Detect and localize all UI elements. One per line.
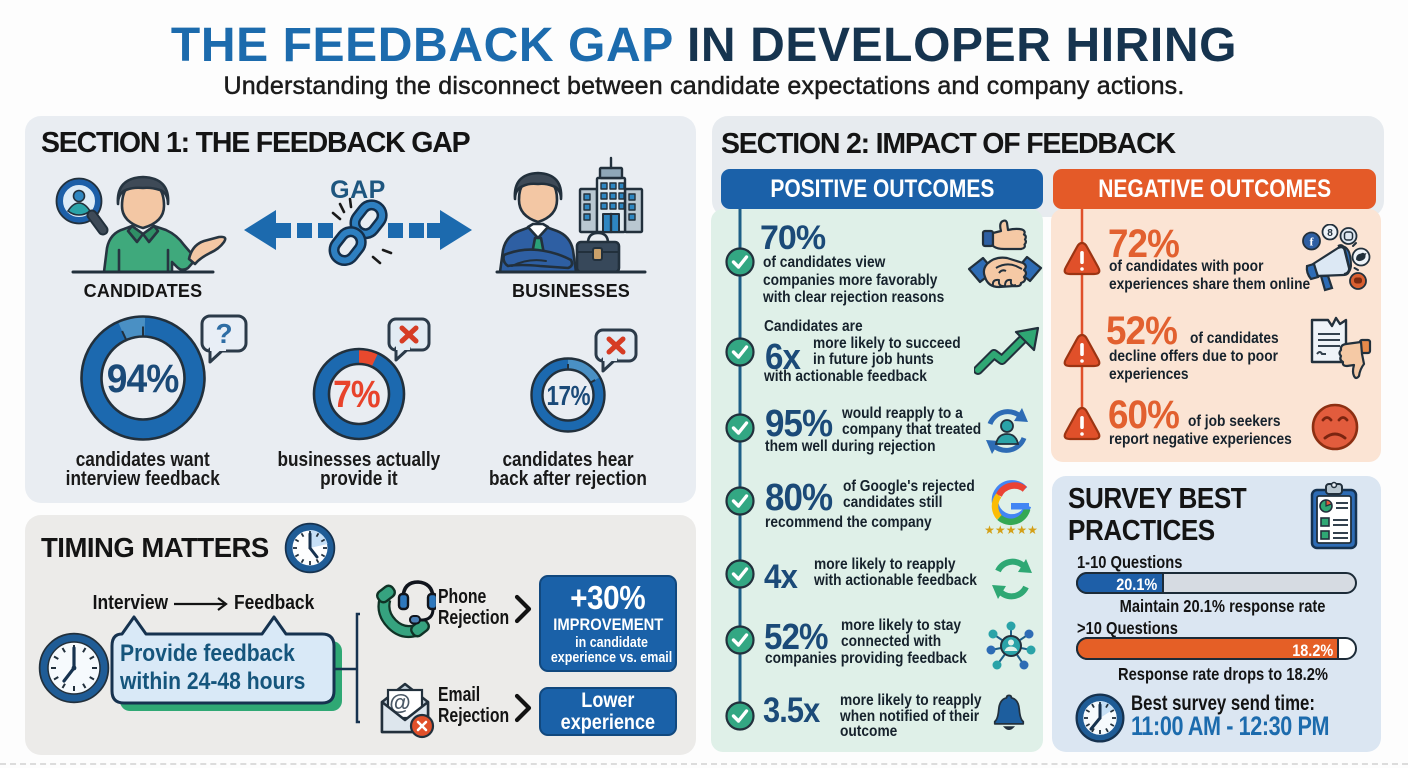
svg-text:?: ? [215, 318, 232, 349]
svg-text:8: 8 [1327, 228, 1333, 239]
svg-text:★★★★★: ★★★★★ [985, 523, 1037, 536]
svg-text:@: @ [389, 690, 410, 715]
svg-text:f: f [1310, 235, 1315, 249]
